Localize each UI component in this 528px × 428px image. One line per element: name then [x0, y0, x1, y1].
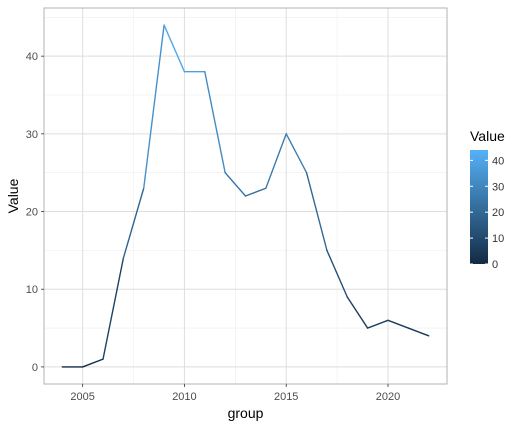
legend-break-label: 10: [492, 233, 504, 245]
x-axis-title: group: [228, 405, 264, 421]
minor-gridlines: [44, 8, 447, 384]
y-axis-title: Value: [5, 178, 21, 213]
x-axis-ticks: 2005 2010 2015 2020: [70, 384, 400, 403]
line-segment: [122, 187, 145, 259]
line-segment: [326, 249, 348, 298]
line-segment: [407, 327, 430, 337]
x-tick-label: 2015: [274, 391, 298, 403]
line-segment: [204, 71, 226, 174]
legend-break-label: 0: [492, 259, 498, 271]
line-segment: [346, 296, 369, 329]
y-tick-label: 10: [26, 284, 38, 296]
line-segment: [81, 358, 104, 368]
legend-title: Value: [470, 128, 505, 144]
x-tick-label: 2010: [172, 391, 196, 403]
legend-breaks: 0 10 20 30 40: [470, 155, 504, 271]
line-segment: [143, 24, 165, 189]
line-segment: [305, 171, 328, 252]
line-segment: [163, 24, 186, 73]
y-tick-label: 40: [26, 51, 38, 63]
line-segment: [224, 171, 247, 197]
color-legend: Value 0 10 20 30 40: [470, 128, 505, 271]
line-segment: [244, 187, 267, 197]
y-tick-label: 0: [32, 362, 38, 374]
x-tick-label: 2020: [376, 391, 400, 403]
legend-break-label: 30: [492, 181, 504, 193]
panel-border: [43, 7, 448, 385]
legend-break-label: 40: [492, 155, 504, 167]
colorbar: [470, 150, 488, 264]
series-layer: [61, 24, 430, 368]
line-segment: [265, 133, 287, 189]
legend-break-label: 20: [492, 207, 504, 219]
major-gridlines: [44, 8, 447, 384]
x-tick-label: 2005: [70, 391, 94, 403]
y-axis-ticks: 0 10 20 30 40: [26, 51, 44, 374]
line-segment: [387, 319, 410, 329]
y-tick-label: 30: [26, 129, 38, 141]
line-segment: [366, 319, 389, 329]
line-segment: [285, 133, 308, 174]
y-tick-label: 20: [26, 207, 38, 219]
line-segment: [102, 257, 125, 360]
